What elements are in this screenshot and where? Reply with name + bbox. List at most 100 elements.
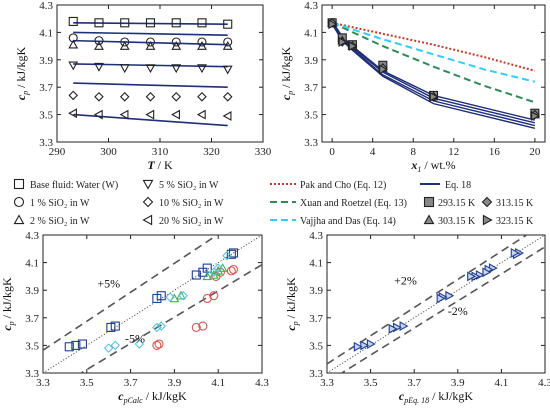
data-point bbox=[197, 64, 207, 74]
data-point bbox=[152, 340, 162, 350]
y-tick-label: 3.5 bbox=[39, 110, 53, 122]
y-tick-label: 3.7 bbox=[39, 82, 53, 94]
y-tick-label: 3.3 bbox=[25, 368, 39, 380]
x-tick-label: 320 bbox=[203, 146, 220, 158]
data-point bbox=[191, 322, 201, 333]
y-axis-label: cp / kJ/kgK bbox=[279, 47, 295, 101]
x-tick-label: 330 bbox=[255, 146, 272, 158]
data-point bbox=[196, 109, 206, 120]
x-tick-label: 4 bbox=[370, 146, 376, 158]
x-axis-var: c bbox=[118, 389, 124, 403]
data-point bbox=[353, 341, 363, 352]
y-tick-label: 3.9 bbox=[39, 55, 53, 67]
data-point bbox=[226, 266, 236, 276]
y-tick-label: 3.5 bbox=[304, 110, 318, 122]
data-point bbox=[145, 40, 156, 50]
plot-frame bbox=[42, 234, 263, 374]
data-point bbox=[379, 64, 388, 75]
data-point bbox=[360, 340, 370, 351]
eq18-fit-line bbox=[73, 82, 228, 88]
data-point bbox=[211, 271, 221, 281]
y-tick-label: 3.9 bbox=[25, 285, 39, 297]
x-tick-label: 4.3 bbox=[255, 377, 269, 389]
legend-marker bbox=[142, 214, 153, 226]
data-point bbox=[197, 92, 207, 102]
plot-area bbox=[43, 235, 262, 373]
data-point bbox=[366, 339, 376, 349]
legend: Base fluid: Water (W) 1 % SiO₂ in W 2 % Si… bbox=[13, 178, 534, 227]
data-point bbox=[103, 343, 114, 353]
data-point bbox=[119, 40, 130, 50]
data-point bbox=[482, 267, 492, 278]
data-point bbox=[110, 340, 121, 351]
data-point bbox=[145, 92, 156, 102]
legend-marker bbox=[482, 214, 493, 226]
x-tick-label: 3.7 bbox=[407, 377, 421, 389]
legend-label: Vajjha and Das (Eq. 14) bbox=[300, 216, 396, 227]
band-label-minus: -5% bbox=[125, 332, 145, 346]
data-point bbox=[94, 62, 104, 72]
legend-label: 20 % SiO₂ in W bbox=[159, 216, 224, 227]
legend-label: 293.15 K bbox=[438, 198, 476, 209]
data-point bbox=[191, 270, 201, 280]
x-tick-label: 3.5 bbox=[80, 377, 94, 389]
plot-area bbox=[327, 235, 545, 373]
y-axis-label: cp / kJ/kgK bbox=[284, 277, 300, 331]
data-point bbox=[77, 339, 87, 349]
data-point bbox=[171, 37, 181, 47]
x-tick-label: 300 bbox=[100, 146, 117, 158]
data-point bbox=[202, 271, 213, 281]
y-axis-unit: / kJ/kgK bbox=[0, 277, 14, 321]
data-point bbox=[119, 64, 130, 74]
data-point bbox=[197, 37, 207, 47]
x-tick-label: 8 bbox=[410, 146, 416, 158]
data-point bbox=[228, 264, 239, 275]
legend-label: 10 % SiO₂ in W bbox=[159, 198, 224, 209]
eq18-fit-line bbox=[73, 22, 228, 25]
y-axis-var: c bbox=[14, 94, 28, 100]
upper-band-line bbox=[327, 235, 529, 365]
data-point bbox=[223, 19, 233, 29]
data-point bbox=[217, 262, 228, 272]
data-point bbox=[328, 19, 338, 30]
x-axis-unit: / kJ/kgK bbox=[143, 389, 187, 403]
data-point bbox=[64, 342, 74, 352]
legend-marker bbox=[142, 196, 154, 208]
y-axis-unit: / kJ/kgK bbox=[284, 277, 298, 321]
data-point bbox=[223, 37, 233, 47]
x-axis-label: x1 / wt.% bbox=[410, 158, 455, 174]
panel-top-left: 290 300 310 320 330 3.3 3.5 3.7 3.9 4.1 4.3 T / K cp… bbox=[14, 0, 272, 172]
data-point bbox=[209, 267, 219, 278]
y-tick-label: 4.3 bbox=[304, 0, 318, 12]
y-tick-label: 4.1 bbox=[25, 258, 39, 270]
x-axis-unit: / wt.% bbox=[421, 158, 455, 172]
legend-marker bbox=[423, 214, 435, 225]
legend-label: Eq. 18 bbox=[445, 180, 471, 191]
lower-band-line bbox=[79, 263, 262, 373]
legend-label: 323.15 K bbox=[496, 216, 534, 227]
y-axis-sub: p bbox=[21, 91, 30, 96]
y-tick-label: 4.3 bbox=[309, 230, 323, 242]
panel-top-right: 0 4 8 12 16 20 3.3 3.5 3.7 3.9 4.1 4.3 x1 / wt.% cp /… bbox=[279, 0, 546, 174]
data-point bbox=[222, 92, 233, 102]
x-tick-label: 3.5 bbox=[364, 377, 378, 389]
data-point bbox=[152, 293, 162, 304]
data-point bbox=[222, 65, 233, 75]
data-point bbox=[145, 64, 156, 74]
y-axis-sub: p bbox=[7, 321, 16, 326]
data-point bbox=[222, 40, 233, 50]
panel-bottom-left: 3.3 3.5 3.7 3.9 4.1 4.33.33.53.73.94.14.3cpCa… bbox=[0, 230, 269, 405]
y-tick-label: 3.3 bbox=[304, 137, 318, 149]
legend-label: 5 % SiO₂ in W bbox=[159, 180, 219, 191]
x-axis-var: x bbox=[410, 158, 417, 172]
x-axis-label: cpCalc / kJ/kgK bbox=[118, 389, 187, 405]
x-tick-label: 4.3 bbox=[538, 377, 550, 389]
y-tick-label: 3.9 bbox=[304, 55, 318, 67]
x-tick-label: 4.1 bbox=[211, 377, 225, 389]
data-point bbox=[68, 61, 79, 71]
y-tick-label: 4.1 bbox=[39, 27, 53, 39]
legend-marker bbox=[13, 214, 25, 225]
y-tick-label: 3.5 bbox=[309, 340, 323, 352]
x-tick-label: 4.1 bbox=[495, 377, 509, 389]
legend-marker bbox=[13, 178, 25, 190]
